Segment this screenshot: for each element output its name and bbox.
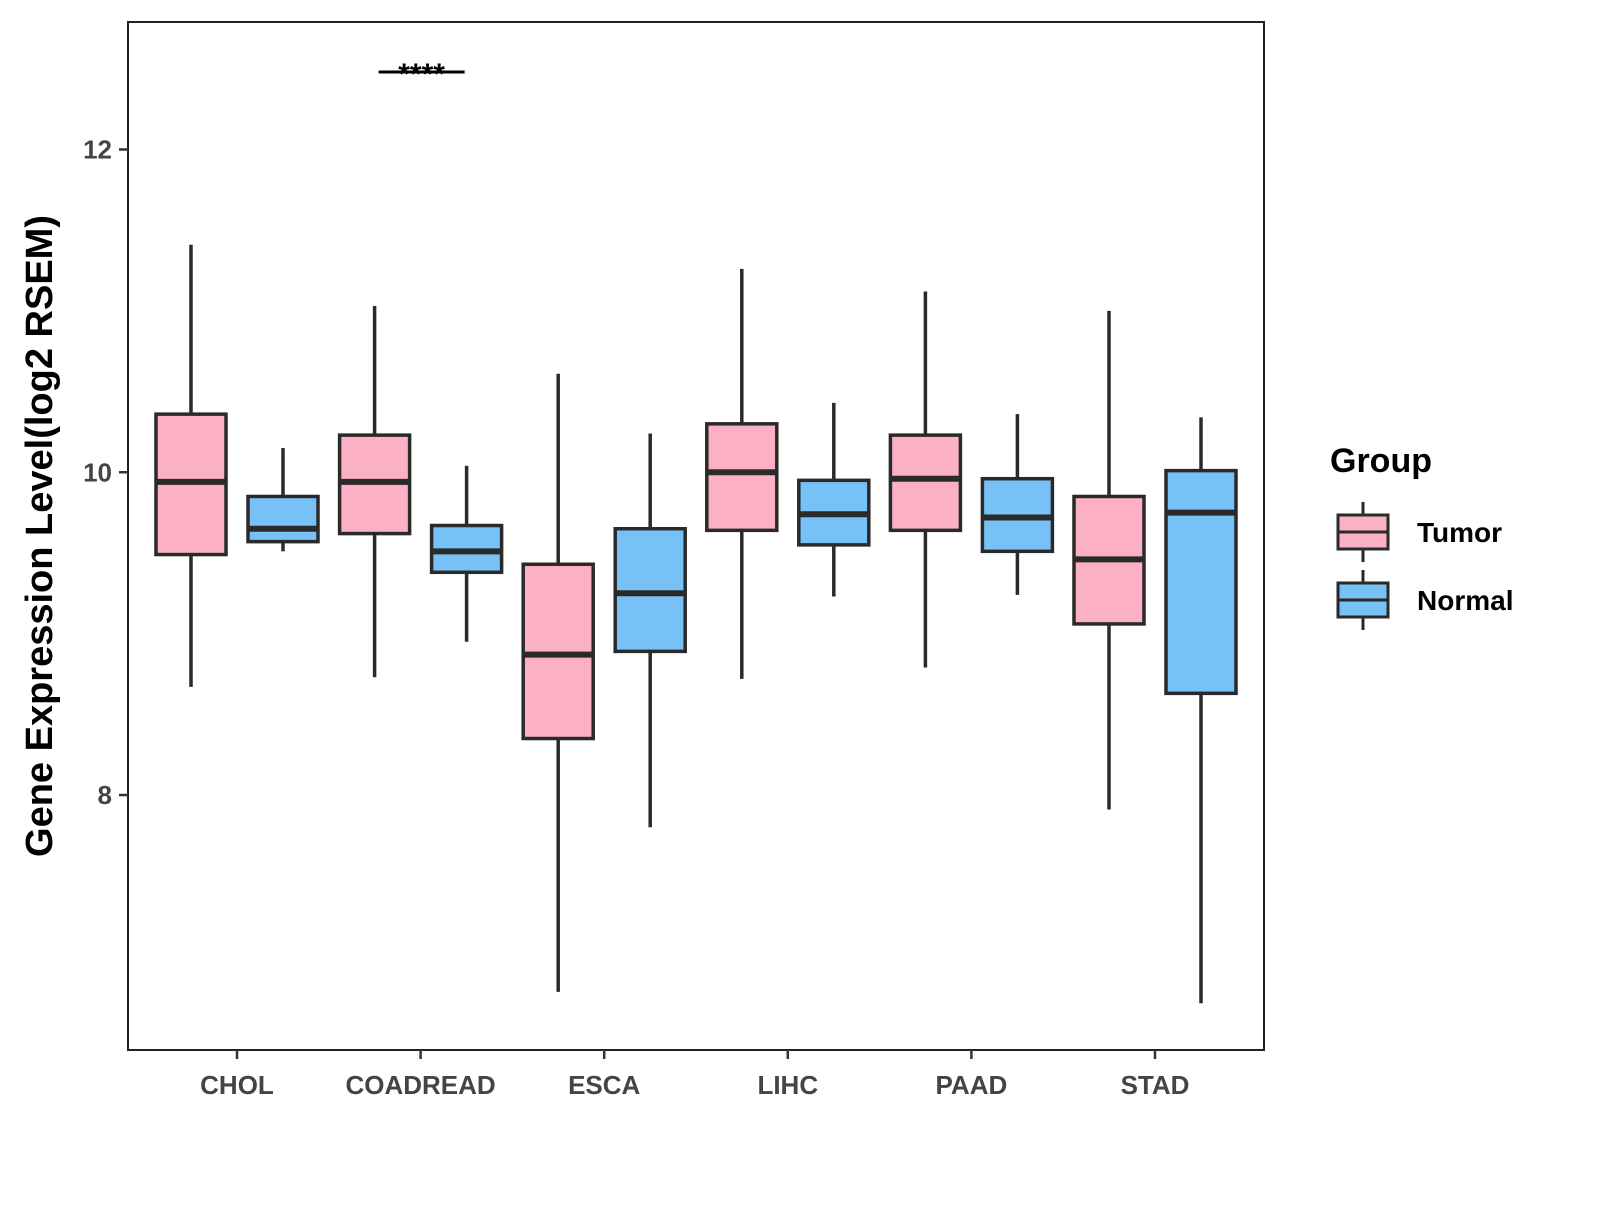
x-tick-label: STAD (1121, 1070, 1190, 1100)
x-tick-label: ESCA (568, 1070, 640, 1100)
box-normal-paad (980, 414, 1055, 595)
box-iqr (705, 422, 779, 533)
legend-label: Normal (1417, 585, 1513, 616)
x-tick-label: COADREAD (345, 1070, 495, 1100)
box-iqr (246, 494, 320, 544)
legend-item-normal: Normal (1336, 570, 1513, 630)
box-normal-esca (613, 433, 687, 828)
plot-marks: **** (154, 58, 1238, 1004)
x-tick-label: LIHC (757, 1070, 818, 1100)
axes: 8 10 12 CHOL COADREAD ESCA LIHC PAAD STAD (83, 134, 1189, 1100)
box-tumor-esca (521, 373, 595, 992)
box-tumor-stad (1072, 310, 1146, 810)
box-iqr (1164, 468, 1238, 696)
x-tick-label: PAAD (936, 1070, 1008, 1100)
box-iqr (613, 526, 687, 654)
y-axis-label: Gene Expression Level(log2 RSEM) (19, 215, 61, 857)
y-tick-label: 10 (83, 457, 112, 487)
y-tick-label: 12 (83, 134, 112, 164)
box-tumor-lihc (705, 268, 779, 679)
legend: Group Tumor Normal (1330, 442, 1513, 630)
legend-title: Group (1330, 442, 1432, 480)
box-iqr (888, 433, 963, 533)
box-tumor-chol (154, 244, 228, 687)
x-tick-label: CHOL (200, 1070, 274, 1100)
box-tumor-coadread (337, 306, 412, 678)
legend-item-tumor: Tumor (1336, 502, 1502, 562)
y-tick-label: 8 (98, 780, 112, 810)
significance-label: **** (398, 58, 445, 91)
legend-label: Tumor (1417, 517, 1502, 548)
box-normal-stad (1164, 417, 1238, 1004)
plot-panel-border (127, 21, 1265, 1051)
box-tumor-paad (888, 291, 963, 668)
box-iqr (521, 562, 595, 741)
box-normal-coadread (429, 465, 504, 642)
box-normal-lihc (797, 402, 871, 597)
box-normal-chol (246, 448, 320, 552)
